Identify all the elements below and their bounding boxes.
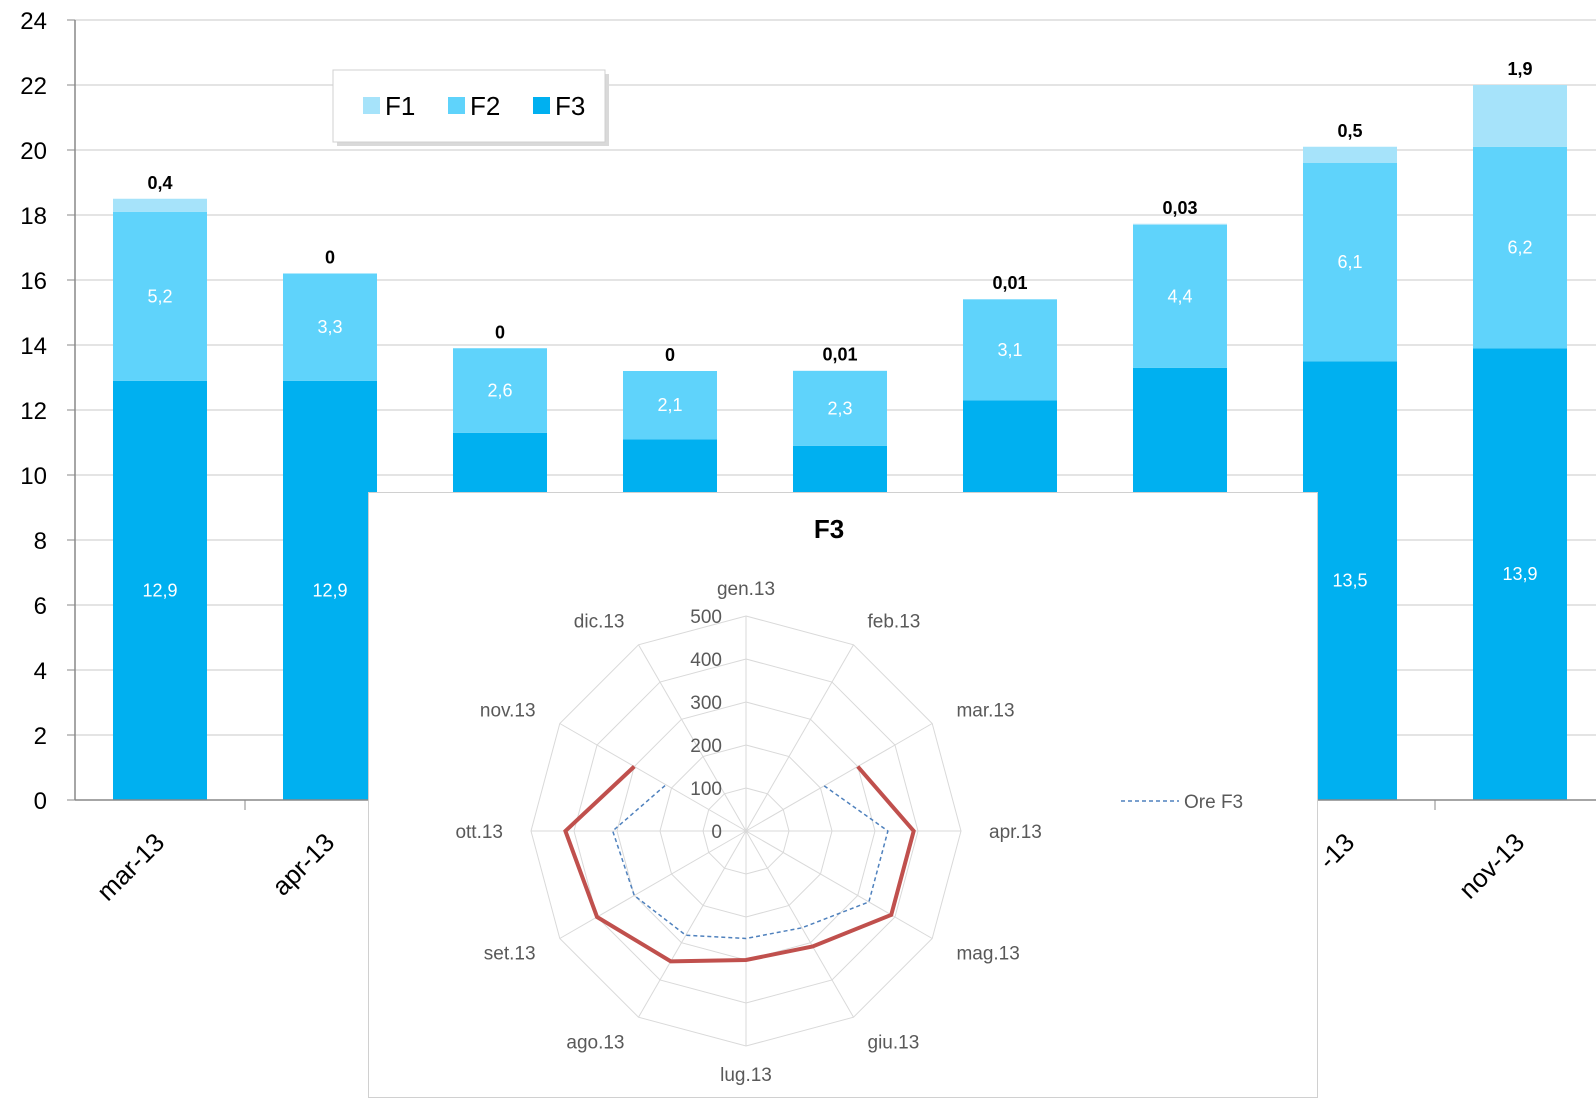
radar-category-label: giu.13	[868, 1032, 920, 1053]
radar-category-label: lug.13	[720, 1065, 772, 1086]
radar-category-label: ott.13	[455, 822, 503, 843]
radar-spoke	[639, 831, 747, 1017]
x-tick-label: -13	[1312, 827, 1360, 875]
bar-f1	[1473, 85, 1567, 147]
radar-spoke	[560, 831, 746, 939]
radar-chart: F3 0 100 200 300 400 500 gen.13 feb.13 mar.13 apr…	[369, 493, 1319, 1099]
data-label-f1: 0	[665, 345, 675, 365]
radar-spoke	[746, 724, 932, 832]
radar-category-label: nov.13	[480, 701, 536, 722]
radar-tick-label: 100	[690, 779, 722, 800]
data-label-f3: 13,5	[1332, 571, 1367, 591]
data-label-f2: 5,2	[147, 286, 172, 306]
y-tick-label: 10	[20, 463, 47, 490]
data-label-f1: 0,5	[1337, 121, 1362, 141]
radar-category-label: ago.13	[566, 1032, 624, 1053]
legend-swatch-f1	[363, 97, 380, 114]
y-tick-label: 18	[20, 203, 47, 230]
radar-grid	[531, 616, 961, 1046]
radar-series-solid	[565, 767, 913, 962]
legend-label-f3: F3	[555, 91, 585, 121]
radar-category-label: apr.13	[989, 822, 1042, 843]
radar-category-label: dic.13	[574, 612, 625, 633]
radar-tick-label: 300	[690, 693, 722, 714]
radar-spoke	[746, 831, 854, 1017]
data-label-f1: 0,01	[992, 273, 1027, 293]
x-tick-label: nov-13	[1453, 827, 1530, 904]
data-label-f1: 0,03	[1162, 198, 1197, 218]
data-label-f1: 0,4	[147, 173, 172, 193]
data-label-f2: 6,2	[1507, 238, 1532, 258]
radar-spoke	[746, 645, 854, 831]
x-tick-label: mar-13	[91, 827, 170, 906]
data-label-f2: 2,3	[827, 398, 852, 418]
radar-category-label: gen.13	[717, 579, 775, 600]
data-label-f2: 6,1	[1337, 252, 1362, 272]
y-tick-label: 4	[34, 658, 47, 685]
y-tick-label: 20	[20, 138, 47, 165]
y-tick-label: 14	[20, 333, 47, 360]
radar-category-label: feb.13	[868, 612, 921, 633]
data-label-f2: 2,1	[657, 395, 682, 415]
radar-tick-label: 200	[690, 736, 722, 757]
radar-title: F3	[814, 514, 844, 544]
radar-legend: Ore F3	[1121, 792, 1243, 813]
legend-label-f1: F1	[385, 91, 415, 121]
legend-swatch-f3	[533, 97, 550, 114]
bar-f1	[113, 199, 207, 212]
data-label-f3: 13,9	[1502, 564, 1537, 584]
y-tick-label: 12	[20, 398, 47, 425]
radar-category-label: mar.13	[956, 701, 1014, 722]
data-label-f2: 2,6	[487, 381, 512, 401]
y-tick-label: 22	[20, 73, 47, 100]
data-label-f1: 0	[495, 322, 505, 342]
y-tick-label: 16	[20, 268, 47, 295]
radar-legend-label: Ore F3	[1184, 792, 1243, 813]
data-label-f1: 0,01	[822, 345, 857, 365]
data-label-f2: 3,1	[997, 340, 1022, 360]
y-tick-label: 6	[34, 593, 47, 620]
data-label-f3: 12,9	[142, 580, 177, 600]
x-tick-label: apr-13	[266, 827, 340, 901]
data-label-f1: 0	[325, 248, 335, 268]
radar-tick-label: 400	[690, 650, 722, 671]
data-label-f2: 3,3	[317, 317, 342, 337]
radar-spoke	[746, 831, 932, 939]
data-label-f3: 12,9	[312, 580, 347, 600]
radar-tick-label: 500	[690, 607, 722, 628]
y-tick-label: 2	[34, 723, 47, 750]
data-label-f1: 1,9	[1507, 59, 1532, 79]
legend-swatch-f2	[448, 97, 465, 114]
data-label-f2: 4,4	[1167, 286, 1192, 306]
legend: F1 F2 F3	[333, 70, 609, 146]
bar-f1	[1133, 224, 1227, 225]
y-tick-label: 8	[34, 528, 47, 555]
radar-category-label: set.13	[484, 944, 536, 965]
legend-label-f2: F2	[470, 91, 500, 121]
radar-tick-label: 0	[711, 822, 722, 843]
radar-chart-panel: F3 0 100 200 300 400 500 gen.13 feb.13 mar.13 apr…	[368, 492, 1318, 1098]
bar-f1	[1303, 147, 1397, 163]
y-tick-label: 0	[34, 788, 47, 815]
radar-series	[565, 767, 913, 962]
radar-category-label: mag.13	[956, 944, 1019, 965]
y-tick-label: 24	[20, 8, 47, 35]
